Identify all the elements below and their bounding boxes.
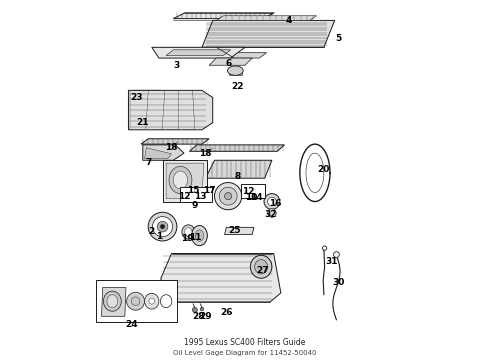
Bar [96, 280, 177, 321]
Ellipse shape [334, 252, 339, 257]
Bar [242, 184, 265, 198]
Text: 21: 21 [137, 118, 149, 127]
Text: 29: 29 [199, 312, 212, 321]
Polygon shape [128, 90, 213, 130]
Polygon shape [209, 58, 252, 65]
Ellipse shape [227, 66, 243, 75]
Ellipse shape [182, 225, 195, 239]
Text: 1995 Lexus SC400 Filters Guide: 1995 Lexus SC400 Filters Guide [184, 338, 306, 347]
Polygon shape [145, 148, 171, 158]
Ellipse shape [145, 293, 159, 309]
Text: 15: 15 [187, 186, 199, 195]
Polygon shape [128, 90, 161, 101]
Text: 18: 18 [165, 143, 178, 152]
Text: 18: 18 [199, 149, 212, 158]
Polygon shape [229, 72, 242, 75]
Text: 11: 11 [189, 233, 201, 242]
Text: 19: 19 [181, 234, 193, 243]
Text: 9: 9 [192, 201, 198, 210]
Text: 6: 6 [226, 59, 232, 68]
Ellipse shape [192, 226, 207, 246]
Polygon shape [224, 227, 254, 234]
Ellipse shape [173, 171, 188, 189]
Ellipse shape [160, 225, 165, 229]
Polygon shape [231, 53, 267, 58]
Text: 2: 2 [148, 228, 154, 237]
Text: 10: 10 [245, 193, 258, 202]
Text: 13: 13 [194, 192, 206, 201]
Text: 30: 30 [333, 278, 345, 287]
Text: 27: 27 [256, 266, 269, 275]
Text: 12: 12 [178, 192, 191, 201]
Ellipse shape [268, 197, 276, 206]
Polygon shape [205, 160, 272, 178]
Text: 1: 1 [156, 232, 163, 241]
Bar [180, 187, 212, 202]
Ellipse shape [255, 260, 268, 274]
Ellipse shape [185, 228, 192, 236]
Polygon shape [166, 50, 231, 55]
Text: 32: 32 [265, 210, 277, 219]
Text: 8: 8 [235, 172, 241, 181]
Text: 20: 20 [318, 165, 330, 174]
Ellipse shape [131, 297, 140, 306]
Text: 7: 7 [146, 158, 152, 167]
Text: 23: 23 [130, 93, 143, 102]
Text: 12: 12 [242, 187, 254, 196]
Ellipse shape [160, 295, 172, 308]
Ellipse shape [126, 292, 145, 310]
Ellipse shape [192, 307, 197, 312]
Text: 25: 25 [228, 226, 241, 235]
Polygon shape [216, 16, 317, 21]
Ellipse shape [152, 217, 172, 237]
Ellipse shape [268, 209, 276, 217]
Polygon shape [141, 139, 209, 144]
Ellipse shape [264, 194, 280, 210]
Text: 16: 16 [269, 199, 282, 208]
Text: 22: 22 [232, 82, 244, 91]
Ellipse shape [224, 193, 232, 200]
Polygon shape [101, 288, 126, 316]
Polygon shape [202, 21, 335, 47]
Polygon shape [152, 47, 245, 58]
Text: 17: 17 [203, 186, 216, 195]
Text: Oil Level Gage Diagram for 11452-50040: Oil Level Gage Diagram for 11452-50040 [173, 350, 317, 356]
Polygon shape [161, 253, 281, 302]
Ellipse shape [107, 295, 118, 308]
Text: 26: 26 [220, 308, 233, 317]
Polygon shape [163, 160, 207, 202]
Ellipse shape [322, 246, 327, 250]
Polygon shape [190, 145, 285, 151]
Text: 24: 24 [126, 320, 138, 329]
Text: 3: 3 [174, 61, 180, 70]
Polygon shape [166, 163, 204, 199]
Ellipse shape [250, 255, 272, 278]
Text: 4: 4 [286, 16, 292, 25]
Ellipse shape [148, 212, 177, 241]
Ellipse shape [219, 187, 237, 205]
Text: 14: 14 [250, 193, 263, 202]
Text: 28: 28 [192, 312, 205, 321]
Polygon shape [143, 145, 184, 160]
Ellipse shape [157, 221, 168, 232]
Text: 5: 5 [335, 34, 342, 43]
Text: 31: 31 [325, 257, 338, 266]
Ellipse shape [215, 183, 242, 210]
Ellipse shape [195, 230, 204, 241]
Ellipse shape [103, 291, 122, 311]
Ellipse shape [149, 298, 155, 304]
Ellipse shape [200, 307, 204, 311]
Polygon shape [173, 13, 274, 19]
Ellipse shape [169, 166, 192, 194]
